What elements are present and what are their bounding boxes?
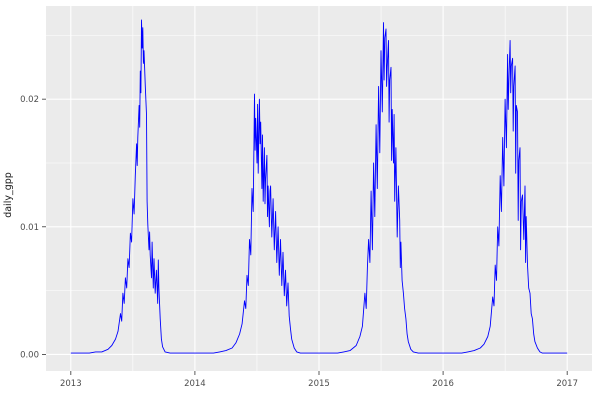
x-axis-ticks: 2013 2014 2015 2016 2017 — [60, 371, 578, 389]
y-tick-label: 0.02 — [20, 95, 39, 105]
x-tick-label: 2014 — [184, 379, 206, 389]
y-tick-label: 0.01 — [20, 223, 39, 233]
x-tick-label: 2016 — [432, 379, 454, 389]
y-tick-label: 0.00 — [20, 350, 39, 360]
x-tick-label: 2015 — [308, 379, 330, 389]
y-axis-ticks: 0.00 0.01 0.02 — [20, 95, 46, 360]
y-axis-title: daily_gpp — [3, 172, 14, 218]
x-tick-label: 2017 — [556, 379, 578, 389]
gpp-line-series — [70, 19, 568, 354]
x-tick-label: 2013 — [60, 379, 82, 389]
major-gridlines — [46, 6, 592, 371]
